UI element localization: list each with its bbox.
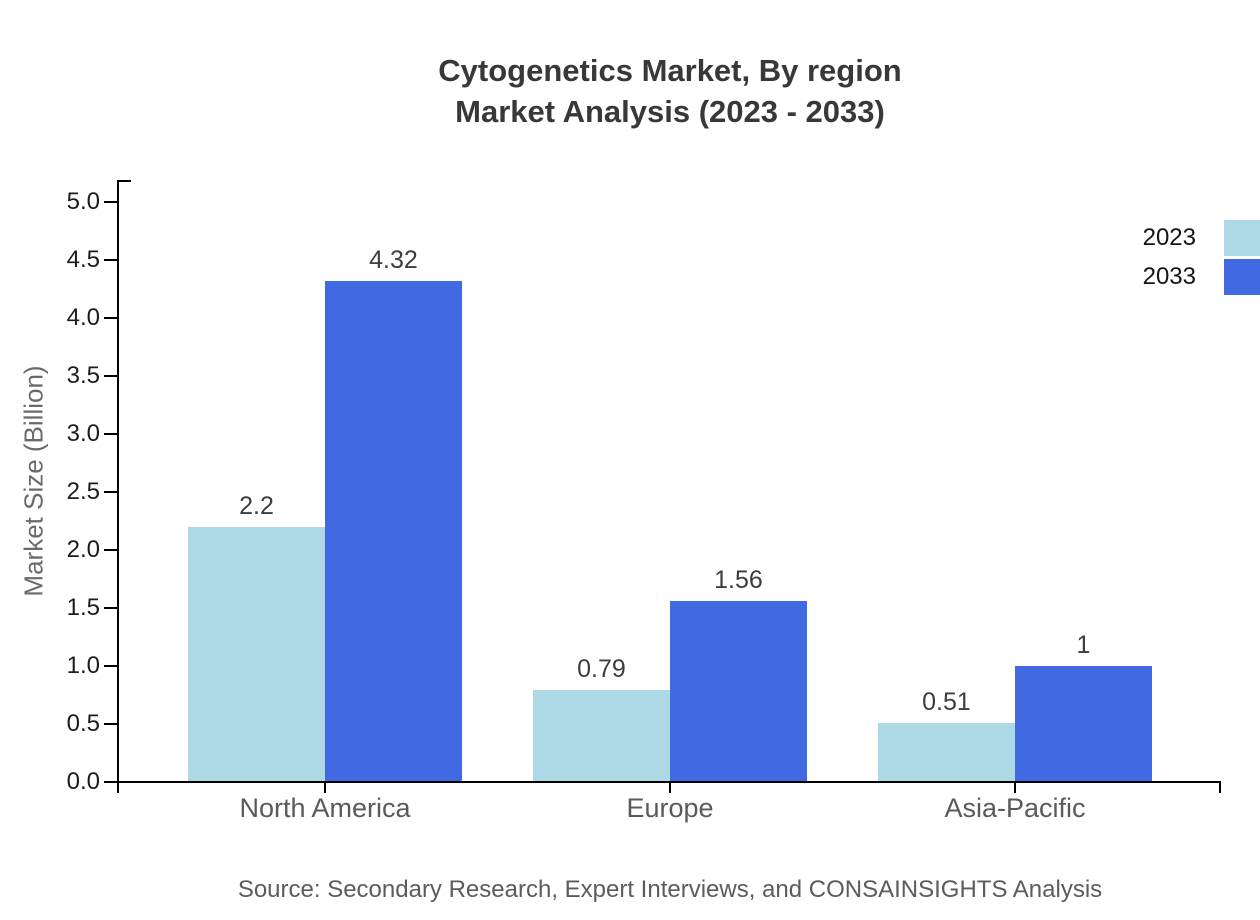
- y-tick-mark-2.0: [104, 549, 117, 551]
- x-tick-mark-asia-pacific: [1014, 782, 1016, 793]
- y-axis-line: [117, 180, 119, 793]
- y-tick-mark-1.5: [104, 607, 117, 609]
- legend-swatch-2033: [1224, 259, 1260, 295]
- bar-2023-asia-pacific: [878, 723, 1015, 782]
- y-tick-label-2.5: 2.5: [66, 478, 100, 505]
- y-tick-label-4.5: 4.5: [66, 246, 100, 273]
- chart-title-line1: Cytogenetics Market, By region: [438, 53, 902, 88]
- chart-title: Cytogenetics Market, By region Market An…: [80, 50, 1260, 132]
- y-tick-mark-4.0: [104, 317, 117, 319]
- y-tick-label-1.5: 1.5: [66, 594, 100, 621]
- y-tick-label-2.0: 2.0: [66, 536, 100, 563]
- source-attribution: Source: Secondary Research, Expert Inter…: [237, 876, 1103, 903]
- x-category-label-north-america: North America: [239, 793, 411, 823]
- y-tick-mark-1.0: [104, 665, 117, 667]
- bar-value-label-2033-asia-pacific: 1: [1076, 631, 1091, 659]
- y-tick-mark-5.0: [104, 201, 117, 203]
- y-tick-label-5.0: 5.0: [66, 188, 100, 215]
- y-tick-mark-3.0: [104, 433, 117, 435]
- chart-title-line2: Market Analysis (2023 - 2033): [455, 94, 885, 129]
- y-tick-label-3.0: 3.0: [66, 420, 100, 447]
- x-axis-line: [117, 781, 1221, 783]
- y-tick-label-0.0: 0.0: [66, 768, 100, 795]
- y-tick-mark-3.5: [104, 375, 117, 377]
- bar-value-label-2023-europe: 0.79: [577, 655, 626, 683]
- x-category-label-europe: Europe: [626, 793, 714, 823]
- y-tick-label-3.5: 3.5: [66, 362, 100, 389]
- bar-value-label-2023-asia-pacific: 0.51: [922, 688, 971, 716]
- bar-value-label-2033-europe: 1.56: [714, 566, 763, 594]
- bar-2033-north-america: [325, 281, 462, 782]
- bar-2023-europe: [533, 690, 670, 782]
- y-tick-label-1.0: 1.0: [66, 652, 100, 679]
- y-tick-mark-0.0: [104, 781, 117, 783]
- y-tick-mark-0.5: [104, 723, 117, 725]
- bar-value-label-2033-north-america: 4.32: [369, 246, 418, 274]
- y-tick-label-4.0: 4.0: [66, 304, 100, 331]
- y-tick-mark-2.5: [104, 491, 117, 493]
- y-tick-label-0.5: 0.5: [66, 710, 100, 737]
- bar-value-label-2023-north-america: 2.2: [239, 492, 274, 520]
- x-tick-mark-north-america: [324, 782, 326, 793]
- legend-label-2033: 2033: [1142, 263, 1196, 290]
- y-tick-mark-4.5: [104, 259, 117, 261]
- legend-label-2023: 2023: [1142, 224, 1196, 251]
- x-category-label-asia-pacific: Asia-Pacific: [944, 793, 1086, 823]
- bar-2033-asia-pacific: [1015, 666, 1152, 782]
- x-tick-mark-europe: [669, 782, 671, 793]
- bar-2023-north-america: [188, 527, 325, 782]
- legend-swatch-2023: [1224, 220, 1260, 256]
- bar-2033-europe: [670, 601, 807, 782]
- y-axis-top-cap: [117, 180, 131, 182]
- x-axis-end-cap: [1219, 781, 1221, 793]
